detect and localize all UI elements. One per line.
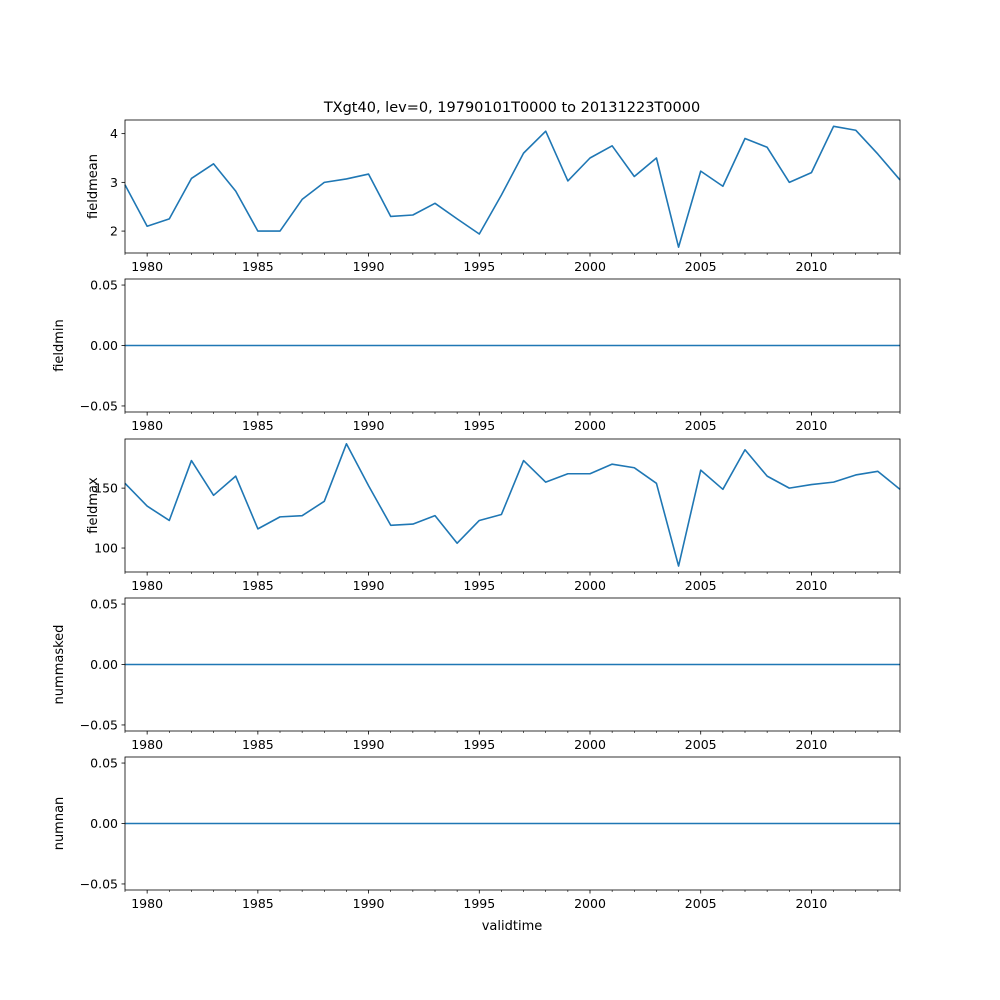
- x-tick-label: 1995: [463, 737, 495, 752]
- panel-fieldmin: −0.05 0.00 0.05 fieldmin 1980 1985 1990 1995 200…: [52, 278, 901, 433]
- x-tick-label: 1980: [131, 896, 163, 911]
- y-tick-label: 0.05: [90, 278, 118, 293]
- y-tick-label: 3: [110, 175, 118, 190]
- y-tick-label: −0.05: [80, 717, 118, 732]
- series-line-fieldmax: [124, 442, 901, 567]
- x-tick-label: 1990: [353, 737, 385, 752]
- y-tick-label: 150: [94, 481, 118, 496]
- x-tick-label: 1980: [131, 418, 163, 433]
- x-tick-label: 2010: [796, 578, 828, 593]
- y-tick-label: 0.05: [90, 756, 118, 771]
- x-tick-label: 1990: [353, 578, 385, 593]
- y-tick-label: −0.05: [80, 398, 118, 413]
- axes-frame: [124, 438, 901, 573]
- panel-fieldmean: 2 3 4 fieldmean 1980 1985 1990 1995 2000 2005 2010: [86, 119, 901, 274]
- y-axis-label: numnan: [52, 797, 67, 851]
- y-axis-label: fieldmin: [52, 319, 67, 372]
- x-tick-label: 2000: [574, 259, 606, 274]
- y-tick-label: 100: [94, 541, 118, 556]
- x-tick-label: 1990: [353, 259, 385, 274]
- x-tick-label: 2000: [574, 418, 606, 433]
- x-axis-label: validtime: [482, 919, 543, 934]
- y-axis-label: fieldmean: [86, 154, 101, 219]
- x-tick-label: 1995: [463, 896, 495, 911]
- panel-nummasked: −0.05 0.00 0.05 nummasked 1980 1985 1990 1995 20…: [52, 597, 901, 752]
- y-tick-label: 4: [110, 126, 118, 141]
- x-tick-label: 1980: [131, 578, 163, 593]
- x-tick-label: 1985: [242, 737, 274, 752]
- x-tick-label: 1985: [242, 896, 274, 911]
- y-axis-label: nummasked: [52, 625, 67, 705]
- x-tick-label: 1980: [131, 259, 163, 274]
- x-tick-label: 2005: [685, 578, 717, 593]
- chart-title: TXgt40, lev=0, 19790101T0000 to 20131223…: [323, 100, 700, 116]
- x-tick-label: 1980: [131, 737, 163, 752]
- x-tick-label: 2000: [574, 578, 606, 593]
- axes-frame: [124, 119, 901, 254]
- x-tick-label: 2010: [796, 259, 828, 274]
- x-tick-label: 2005: [685, 259, 717, 274]
- y-tick-label: −0.05: [80, 876, 118, 891]
- x-tick-label: 2010: [796, 896, 828, 911]
- x-tick-label: 2005: [685, 418, 717, 433]
- panel-numnan: −0.05 0.00 0.05 numnan 1980 1985 1990 1995 2000 2…: [52, 756, 901, 911]
- y-tick-label: 2: [110, 224, 118, 239]
- x-tick-label: 1995: [463, 259, 495, 274]
- series-line-fieldmean: [124, 125, 901, 248]
- y-tick-label: 0.00: [90, 657, 118, 672]
- y-tick-label: 0.00: [90, 816, 118, 831]
- y-tick-label: 0.05: [90, 597, 118, 612]
- x-tick-label: 1990: [353, 418, 385, 433]
- x-tick-label: 1995: [463, 578, 495, 593]
- x-tick-label: 1985: [242, 578, 274, 593]
- x-tick-label: 1985: [242, 259, 274, 274]
- x-tick-label: 2010: [796, 418, 828, 433]
- x-tick-label: 2000: [574, 896, 606, 911]
- y-axis-label: fieldmax: [86, 477, 101, 534]
- x-tick-label: 2010: [796, 737, 828, 752]
- y-tick-label: 0.00: [90, 338, 118, 353]
- x-tick-label: 1990: [353, 896, 385, 911]
- x-tick-label: 1985: [242, 418, 274, 433]
- x-tick-label: 2000: [574, 737, 606, 752]
- x-tick-label: 2005: [685, 896, 717, 911]
- panels: 2 3 4 fieldmean 1980 1985 1990 1995 2000 2005 2010…: [52, 119, 901, 911]
- x-tick-label: 2005: [685, 737, 717, 752]
- x-tick-label: 1995: [463, 418, 495, 433]
